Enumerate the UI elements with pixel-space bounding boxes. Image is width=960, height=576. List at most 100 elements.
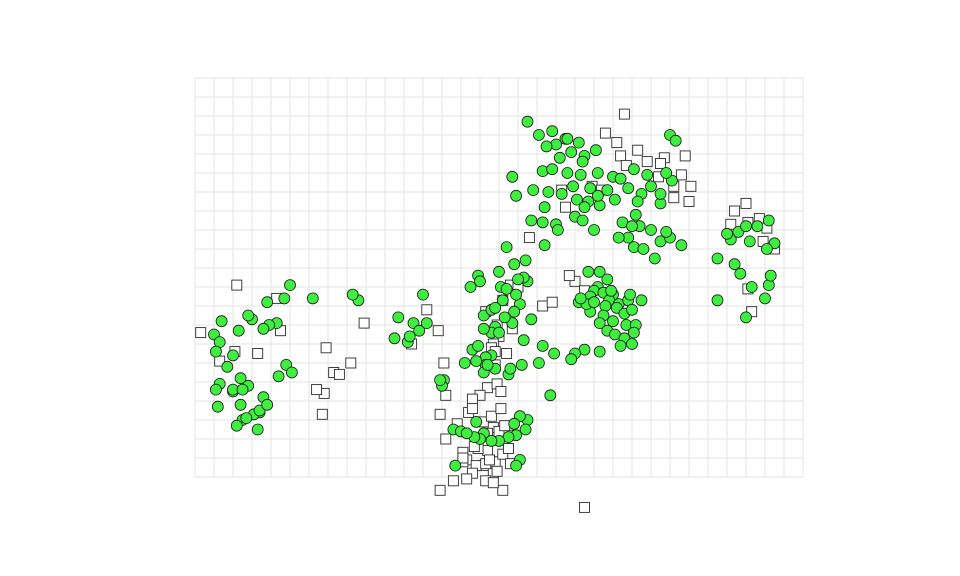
data-point-circle (346, 288, 359, 301)
data-point-circle (593, 199, 606, 212)
data-point-circle (209, 345, 222, 358)
data-point-square (432, 325, 444, 337)
data-point-circle (609, 193, 621, 206)
data-point-circle (536, 165, 549, 178)
data-point-circle (762, 214, 775, 227)
data-point-square (685, 180, 697, 192)
data-point-circle (506, 170, 519, 183)
data-point-circle (508, 305, 521, 318)
data-point-circle (628, 241, 640, 254)
data-point-circle (628, 163, 640, 176)
data-point-circle (648, 252, 661, 265)
data-point-square (740, 197, 752, 209)
data-point-circle (669, 134, 682, 147)
data-point-circle (533, 357, 545, 369)
data-point-circle (458, 357, 471, 369)
data-point-circle (761, 243, 773, 255)
data-point-circle (590, 144, 602, 157)
data-point-square (546, 296, 558, 308)
data-point-circle (278, 292, 291, 305)
data-point-circle (449, 459, 462, 472)
data-point-circle (493, 265, 505, 278)
data-point-square (495, 386, 507, 397)
data-point-square (438, 357, 450, 369)
data-point-circle (614, 339, 627, 352)
data-point-square (252, 348, 264, 359)
data-point-square (440, 389, 452, 401)
data-point-circle (251, 423, 264, 436)
data-point-circle (584, 182, 597, 195)
data-point-circle (762, 279, 775, 292)
data-point-square (311, 384, 323, 396)
data-point-square (345, 357, 357, 369)
data-point-square (503, 443, 514, 454)
data-point-circle (626, 303, 638, 316)
data-point-square (497, 484, 509, 496)
data-point-circle (614, 172, 627, 185)
data-point-circle (477, 322, 490, 335)
data-point-circle (572, 136, 585, 149)
data-point-square (320, 342, 332, 354)
data-point-circle (420, 317, 433, 330)
data-point-circle (553, 151, 566, 164)
data-point-circle (538, 239, 551, 252)
data-point-circle (751, 220, 764, 233)
data-point-circle (574, 168, 587, 181)
data-point-circle (460, 427, 473, 440)
data-point-circle (607, 315, 619, 328)
data-point-square (466, 393, 478, 405)
data-point-circle (675, 239, 688, 252)
data-point-circle (392, 311, 405, 324)
data-point-circle (498, 311, 511, 324)
data-point-square (632, 144, 644, 156)
data-point-circle (285, 366, 298, 379)
data-point-square (316, 408, 328, 420)
data-point-square (358, 317, 370, 329)
data-point-square (231, 279, 243, 291)
data-point-circle (470, 355, 483, 368)
data-point-circle (261, 296, 274, 309)
data-point-circle (510, 288, 522, 301)
data-point-circle (631, 195, 644, 208)
data-point-circle (493, 326, 505, 339)
data-point-square (499, 420, 511, 432)
data-point-square (729, 205, 741, 217)
data-point-circle (728, 258, 741, 271)
data-point-circle (626, 338, 638, 350)
data-point-circle (510, 189, 522, 202)
data-point-circle (515, 358, 528, 371)
data-point-circle (474, 275, 486, 288)
data-point-circle (234, 398, 247, 411)
data-point-circle (211, 400, 224, 413)
data-point-circle (593, 345, 606, 358)
data-point-square (523, 232, 535, 244)
data-point-circle (544, 389, 557, 402)
data-point-circle (403, 330, 416, 343)
data-point-circle (629, 208, 642, 221)
data-point-circle (500, 241, 513, 254)
data-point-square (195, 327, 207, 339)
data-point-square (495, 403, 507, 415)
grid (194, 77, 804, 478)
data-point-circle (601, 273, 614, 286)
data-point-circle (711, 252, 724, 265)
data-point-circle (236, 383, 249, 396)
data-point-circle (593, 265, 606, 278)
data-point-circle (521, 115, 534, 128)
data-point-circle (734, 267, 747, 280)
data-point-circle (711, 294, 724, 307)
data-point-square (484, 454, 495, 466)
data-point-square (487, 477, 499, 489)
data-point-square (333, 368, 345, 380)
data-point-circle (388, 332, 401, 345)
data-point-circle (565, 353, 578, 366)
data-point-square (615, 150, 627, 162)
data-point-circle (470, 415, 483, 428)
data-point-circle (637, 243, 650, 255)
data-point-circle (721, 227, 733, 240)
data-point-circle (284, 279, 296, 292)
data-point-circle (591, 189, 604, 202)
data-point-square (675, 169, 687, 181)
data-point-circle (645, 224, 657, 236)
data-point-circle (227, 349, 239, 362)
